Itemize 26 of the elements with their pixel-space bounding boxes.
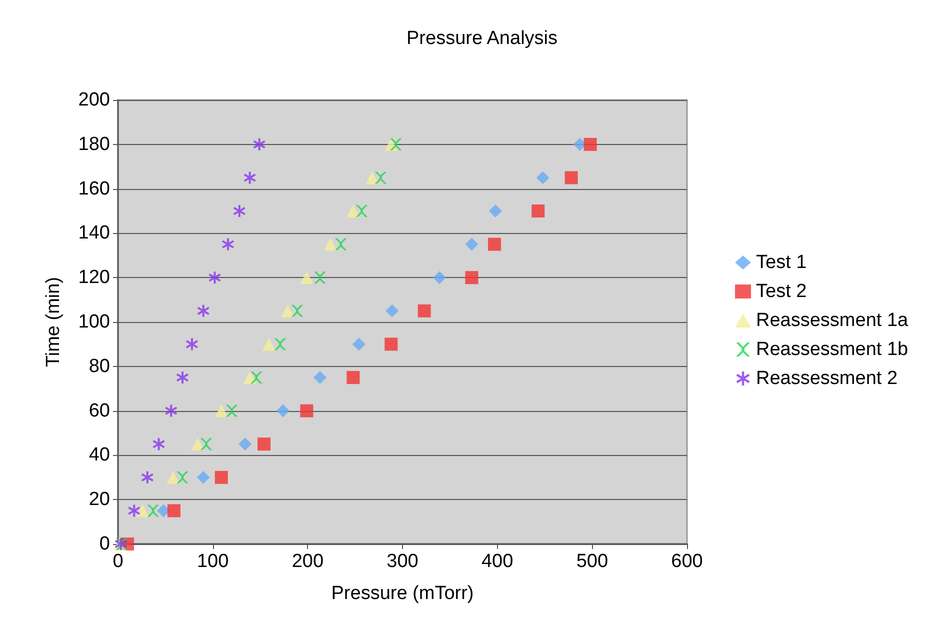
x-tick-label: 400: [481, 551, 514, 572]
y-tick-label: 0: [99, 534, 110, 554]
x-tick-label: 200: [292, 551, 324, 572]
y-tick-label: 120: [78, 267, 110, 288]
x-tick-label: 100: [196, 551, 229, 572]
chart-title: Pressure Analysis: [406, 28, 558, 49]
y-tick-label: 200: [78, 90, 110, 110]
x-tick-label: 300: [386, 551, 418, 572]
y-tick-label: 140: [78, 222, 110, 244]
y-tick-label: 80: [88, 356, 110, 377]
y-tick-label: 100: [78, 312, 110, 332]
y-tick-label: 160: [78, 178, 110, 200]
y-tick-label: 180: [78, 134, 110, 155]
x-tick-label: 0: [112, 551, 124, 572]
legend-label: Reassessment 1a: [756, 310, 909, 331]
legend-label: Reassessment 2: [756, 368, 898, 389]
x-tick-label: 500: [576, 551, 608, 572]
x-axis-title: Pressure (mTorr): [331, 583, 474, 604]
y-tick-label: 20: [88, 489, 110, 510]
y-tick-label: 60: [88, 400, 110, 422]
y-tick-label: 40: [88, 444, 110, 466]
legend-label: Test 1: [756, 252, 807, 273]
x-tick-label: 600: [671, 551, 703, 572]
legend-label: Reassessment 1b: [756, 339, 908, 360]
legend-label: Test 2: [756, 281, 807, 302]
y-axis-title: Time (min): [43, 276, 64, 368]
